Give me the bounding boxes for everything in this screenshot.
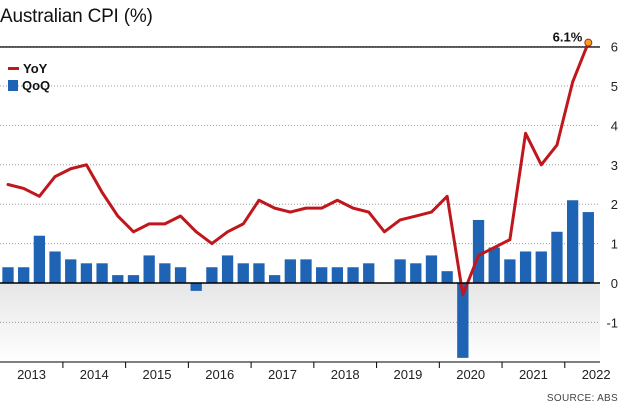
qoq-bar <box>127 275 140 283</box>
qoq-bar <box>284 259 296 283</box>
qoq-bar <box>65 259 77 283</box>
axes <box>0 282 600 368</box>
qoq-bar <box>488 247 500 283</box>
qoq-bar <box>504 259 516 283</box>
y-tick-label: 0 <box>611 276 618 291</box>
qoq-bar <box>221 255 234 283</box>
qoq-bar <box>519 251 532 283</box>
qoq-bar <box>457 283 469 358</box>
axis-labels: 6 5 4 3 2 1 0 -1 2013 2014 2015 2016 2017 2018 2019 202… <box>17 30 618 382</box>
qoq-bar <box>190 283 202 291</box>
y-tick-label: 6 <box>611 40 618 55</box>
legend-yoy: YoY <box>8 61 47 76</box>
qoq-bar <box>363 263 375 283</box>
qoq-bar <box>535 251 547 283</box>
qoq-bars <box>2 200 594 358</box>
legend-qoq-label: QoQ <box>22 78 51 93</box>
qoq-bar <box>18 267 30 283</box>
x-tick-label: 2017 <box>268 367 297 382</box>
qoq-bar <box>159 263 171 283</box>
qoq-bar <box>80 263 93 283</box>
qoq-bar <box>331 267 344 283</box>
y-tick-label: 1 <box>611 237 618 252</box>
x-tick-label: 2014 <box>80 367 109 382</box>
qoq-bar <box>253 263 265 283</box>
y-tick-label: -1 <box>606 315 618 330</box>
qoq-bar <box>143 255 155 283</box>
qoq-bar <box>206 267 218 283</box>
x-tick-label: 2021 <box>519 367 548 382</box>
qoq-bar <box>566 200 579 283</box>
legend-yoy-swatch <box>8 67 19 70</box>
legend-yoy-label: YoY <box>23 61 48 76</box>
qoq-bar <box>300 259 312 283</box>
x-tick-label: 2013 <box>17 367 46 382</box>
x-tick-label: 2018 <box>331 367 360 382</box>
legend-qoq-swatch <box>8 80 18 91</box>
annotation-marker <box>584 38 593 47</box>
qoq-bar <box>316 267 328 283</box>
x-tick-label: 2015 <box>143 367 172 382</box>
qoq-bar <box>174 267 187 283</box>
y-tick-label: 3 <box>611 158 618 173</box>
qoq-bar <box>551 231 563 283</box>
qoq-bar <box>472 219 485 283</box>
qoq-bar <box>237 263 249 283</box>
qoq-bar <box>441 271 453 283</box>
legend-qoq: QoQ <box>8 78 50 93</box>
annotation-label: 6.1% <box>553 30 583 45</box>
x-tick-label: 2020 <box>456 367 485 382</box>
qoq-bar <box>33 235 46 283</box>
qoq-bar <box>394 259 406 283</box>
y-tick-label: 2 <box>611 197 618 212</box>
qoq-bar <box>347 267 359 283</box>
source-note: SOURCE: ABS <box>546 393 618 404</box>
qoq-bar <box>582 212 594 283</box>
y-tick-label: 4 <box>611 118 618 133</box>
qoq-bar <box>49 251 61 283</box>
qoq-bar <box>96 263 108 283</box>
yoy-line <box>6 38 593 297</box>
x-tick-label: 2016 <box>205 367 234 382</box>
qoq-bar <box>425 255 438 283</box>
x-tick-label: 2019 <box>393 367 422 382</box>
gridlines <box>0 46 600 323</box>
qoq-bar <box>112 275 124 283</box>
qoq-bar <box>410 263 422 283</box>
yoy-line-path <box>6 41 590 297</box>
qoq-bar <box>268 275 281 283</box>
y-tick-label: 5 <box>611 79 618 94</box>
chart-title: Australian CPI (%) <box>0 6 153 27</box>
x-tick-label: 2022 <box>582 367 611 382</box>
qoq-bar <box>2 267 14 283</box>
